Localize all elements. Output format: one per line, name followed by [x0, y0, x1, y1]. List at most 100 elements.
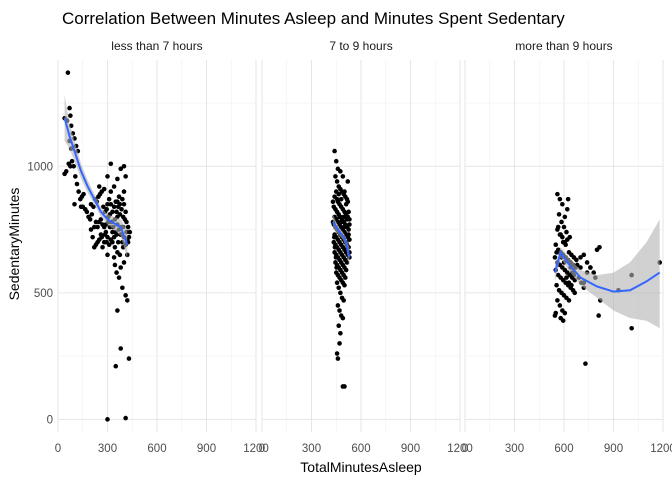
facet-panel: more than 9 hours 0 300 600 900 1200 [462, 39, 672, 455]
x-tick-label: 0 [462, 443, 468, 455]
data-point [346, 232, 351, 237]
data-point [584, 260, 590, 265]
data-point [334, 280, 340, 285]
data-point [565, 207, 570, 212]
data-point [556, 212, 562, 217]
data-point [108, 201, 114, 207]
data-point [111, 204, 117, 210]
data-point [581, 252, 587, 258]
data-point [332, 244, 338, 250]
data-point [89, 212, 95, 217]
data-point [100, 244, 105, 250]
data-point [96, 184, 102, 189]
facet-panel: 7 to 9 hours 0 300 600 900 1200 [259, 39, 473, 455]
x-tick-label: 300 [98, 443, 117, 455]
data-point [333, 158, 339, 164]
data-point [560, 239, 566, 245]
facet-strip-label: less than 7 hours [111, 39, 202, 53]
data-point [343, 275, 348, 280]
data-point [123, 174, 128, 179]
data-point [343, 201, 349, 207]
data-point [555, 224, 561, 230]
data-point [344, 217, 350, 222]
y-tick-label: 0 [47, 414, 53, 426]
data-point [127, 229, 133, 235]
data-point [102, 232, 108, 237]
data-point [101, 186, 107, 192]
data-point [92, 224, 97, 230]
x-tick-label: 1200 [650, 443, 672, 455]
data-point [336, 323, 342, 329]
data-point [68, 163, 73, 169]
data-point [124, 219, 129, 225]
data-point [555, 298, 560, 303]
x-tick-label: 1200 [447, 443, 473, 455]
data-point [81, 191, 86, 197]
data-point [114, 270, 119, 275]
data-point [111, 255, 117, 260]
x-tick-label: 300 [505, 443, 524, 455]
data-point [67, 105, 72, 111]
data-point [125, 298, 130, 303]
data-point [110, 229, 115, 235]
data-point [554, 282, 559, 288]
x-tick-label: 1200 [243, 443, 269, 455]
smooth-line [63, 117, 129, 246]
data-point [115, 199, 120, 205]
data-point [591, 270, 596, 275]
data-point [126, 234, 132, 240]
data-point [561, 224, 567, 230]
data-point [93, 219, 99, 225]
x-tick-label: 900 [604, 443, 623, 455]
data-point [569, 282, 574, 288]
data-point [115, 239, 121, 245]
data-point [71, 163, 76, 169]
data-point [564, 229, 569, 235]
data-point [336, 285, 342, 291]
data-point [344, 260, 350, 265]
data-point [574, 257, 579, 263]
data-point [557, 303, 563, 308]
data-point [597, 244, 602, 250]
data-point [125, 224, 131, 230]
data-point [95, 224, 100, 230]
data-point [123, 415, 128, 421]
data-point [65, 70, 71, 75]
data-point [334, 351, 340, 356]
data-point [562, 310, 568, 316]
data-point [118, 346, 123, 351]
data-point [117, 212, 123, 217]
data-point [72, 201, 77, 207]
data-point [101, 239, 107, 245]
data-point [553, 242, 559, 248]
data-point [112, 262, 118, 268]
data-point [336, 191, 342, 197]
data-point [62, 171, 67, 177]
x-tick-label: 600 [147, 443, 166, 455]
data-point [340, 174, 346, 179]
x-tick-label: 900 [197, 443, 216, 455]
data-point [596, 313, 601, 318]
data-point [90, 234, 95, 240]
data-point [111, 184, 117, 189]
confidence-band [64, 95, 128, 259]
data-point [331, 234, 337, 240]
data-point [117, 252, 123, 258]
data-point [120, 285, 125, 291]
data-point [346, 227, 351, 232]
smooth-line [332, 221, 351, 258]
data-point [123, 209, 128, 215]
x-tick-label: 600 [554, 443, 573, 455]
data-point [106, 196, 112, 202]
data-point [332, 148, 337, 154]
data-point [88, 227, 94, 232]
y-tick-label: 1000 [27, 161, 53, 173]
data-point [100, 222, 105, 227]
x-tick-label: 900 [401, 443, 420, 455]
data-point [335, 356, 341, 361]
data-point [84, 209, 90, 215]
confidence-band [554, 219, 660, 329]
data-point [114, 232, 119, 237]
data-point [566, 298, 572, 303]
